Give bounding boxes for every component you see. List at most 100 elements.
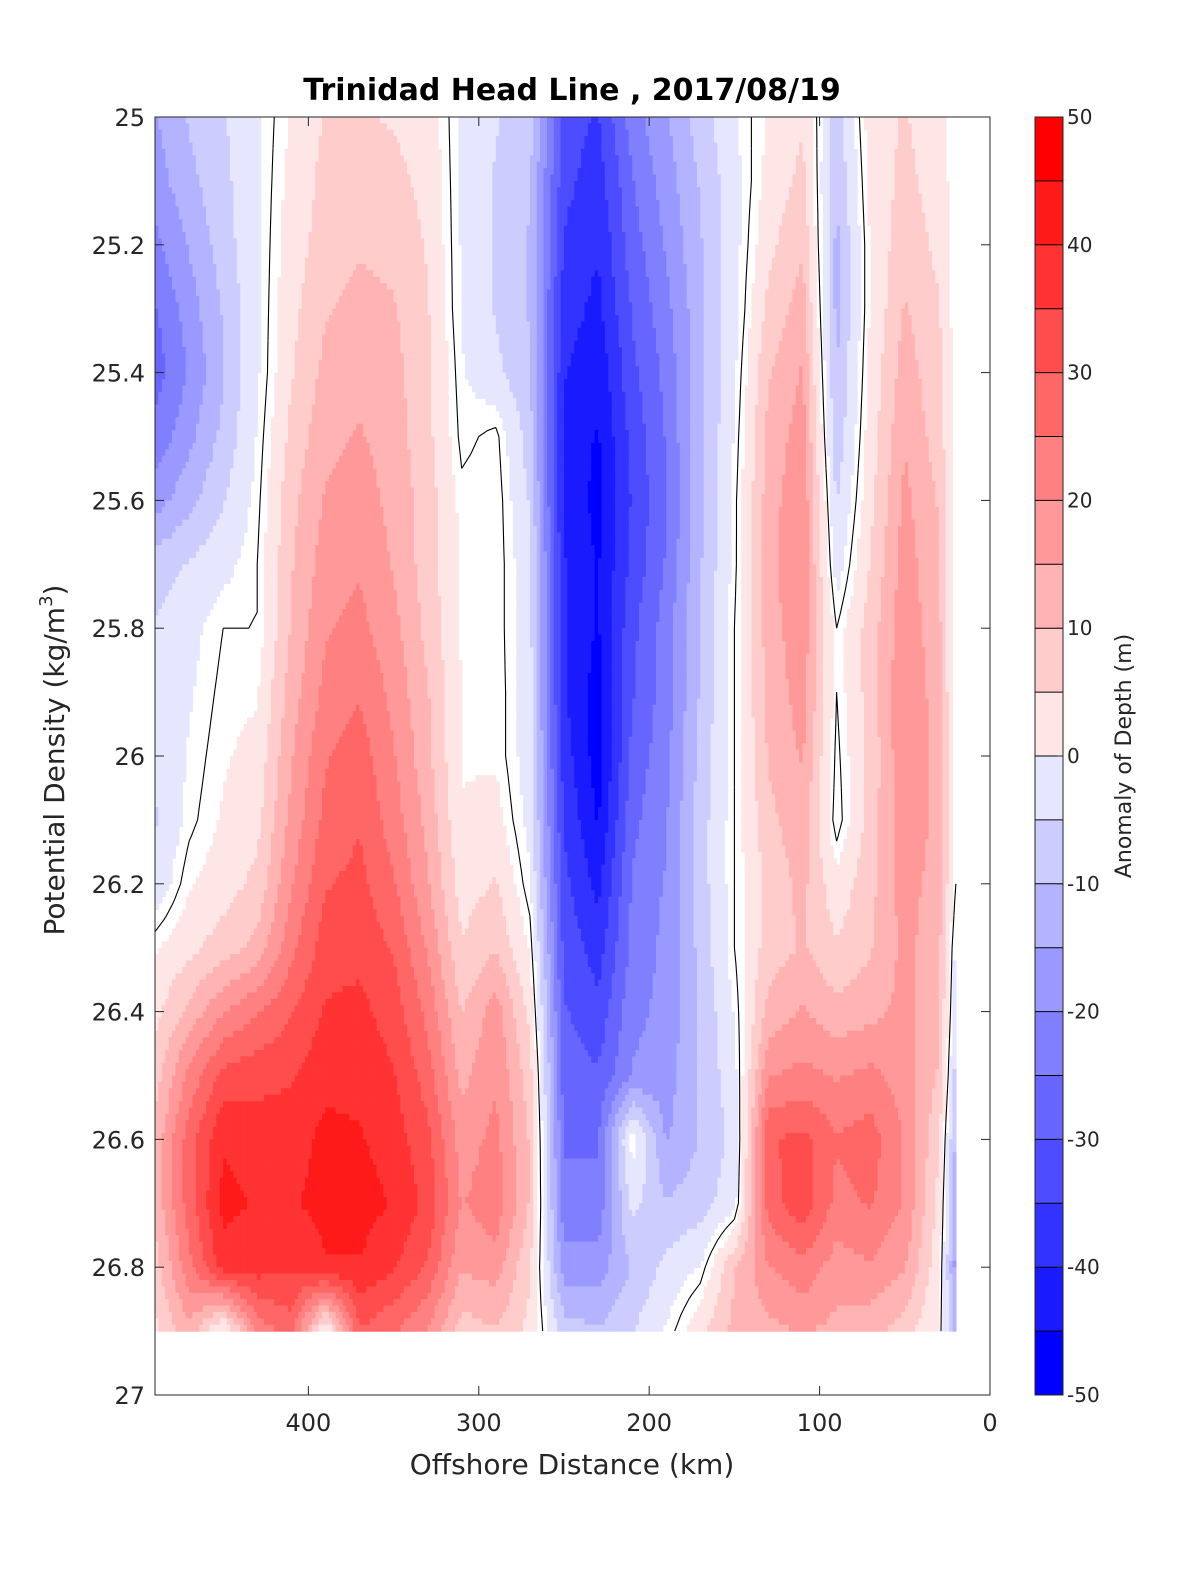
anomaly-cell bbox=[212, 225, 217, 233]
anomaly-cell bbox=[506, 206, 511, 214]
anomaly-cell bbox=[158, 136, 163, 144]
anomaly-cell bbox=[533, 212, 538, 220]
anomaly-cell bbox=[908, 200, 913, 208]
anomaly-cell bbox=[543, 155, 548, 163]
anomaly-cell bbox=[482, 212, 487, 220]
anomaly-cell bbox=[233, 117, 238, 124]
anomaly-cell bbox=[424, 251, 429, 259]
anomaly-cell bbox=[172, 148, 177, 156]
anomaly-cell bbox=[247, 193, 252, 201]
anomaly-cell bbox=[679, 200, 684, 208]
anomaly-cell bbox=[553, 263, 558, 271]
anomaly-cell bbox=[509, 161, 514, 169]
anomaly-cell bbox=[359, 117, 364, 124]
anomaly-cell bbox=[236, 148, 241, 156]
anomaly-cell bbox=[649, 180, 654, 188]
anomaly-cell bbox=[339, 225, 344, 233]
anomaly-cell bbox=[345, 193, 350, 201]
anomaly-cell bbox=[693, 193, 698, 201]
anomaly-cell bbox=[369, 244, 374, 252]
anomaly-cell bbox=[206, 155, 211, 163]
anomaly-cell bbox=[499, 200, 504, 208]
anomaly-cell bbox=[298, 168, 303, 176]
anomaly-cell bbox=[717, 200, 722, 208]
anomaly-cell bbox=[396, 168, 401, 176]
anomaly-cell bbox=[417, 148, 422, 156]
anomaly-cell bbox=[212, 174, 217, 182]
anomaly-cell bbox=[247, 212, 252, 220]
anomaly-cell bbox=[795, 174, 800, 182]
anomaly-cell bbox=[799, 232, 804, 240]
anomaly-cell bbox=[369, 238, 374, 246]
anomaly-cell bbox=[206, 123, 211, 131]
anomaly-cell bbox=[202, 244, 207, 252]
anomaly-cell bbox=[775, 200, 780, 208]
anomaly-cell bbox=[325, 193, 330, 201]
anomaly-cell bbox=[526, 238, 531, 246]
anomaly-cell bbox=[369, 219, 374, 227]
anomaly-cell bbox=[662, 142, 667, 150]
anomaly-cell bbox=[734, 142, 739, 150]
anomaly-cell bbox=[778, 174, 783, 182]
anomaly-cell bbox=[349, 193, 354, 201]
anomaly-cell bbox=[294, 180, 299, 188]
anomaly-cell bbox=[155, 251, 160, 259]
anomaly-cell bbox=[417, 129, 422, 137]
anomaly-cell bbox=[223, 123, 228, 131]
anomaly-cell bbox=[335, 193, 340, 201]
anomaly-cell bbox=[703, 174, 708, 182]
anomaly-cell bbox=[424, 225, 429, 233]
anomaly-cell bbox=[257, 168, 262, 176]
anomaly-cell bbox=[325, 206, 330, 214]
anomaly-cell bbox=[536, 136, 541, 144]
anomaly-cell bbox=[601, 212, 606, 220]
anomaly-cell bbox=[628, 206, 633, 214]
anomaly-cell bbox=[792, 206, 797, 214]
anomaly-cell bbox=[696, 232, 701, 240]
anomaly-cell bbox=[185, 142, 190, 150]
anomaly-cell bbox=[485, 136, 490, 144]
anomaly-cell bbox=[567, 136, 572, 144]
anomaly-cell bbox=[509, 117, 514, 124]
plot-area bbox=[155, 117, 990, 1395]
anomaly-cell bbox=[778, 142, 783, 150]
anomaly-cell bbox=[598, 142, 603, 150]
anomaly-cell bbox=[328, 142, 333, 150]
anomaly-cell bbox=[932, 136, 937, 144]
anomaly-cell bbox=[325, 136, 330, 144]
anomaly-cell bbox=[683, 187, 688, 195]
anomaly-cell bbox=[468, 225, 473, 233]
anomaly-cell bbox=[301, 148, 306, 156]
anomaly-cell bbox=[373, 212, 378, 220]
anomaly-cell bbox=[843, 238, 848, 246]
anomaly-cell bbox=[400, 123, 405, 131]
anomaly-cell bbox=[611, 142, 616, 150]
anomaly-cell bbox=[475, 155, 480, 163]
anomaly-cell bbox=[437, 174, 442, 182]
anomaly-cell bbox=[287, 161, 292, 169]
anomaly-cell bbox=[250, 257, 255, 265]
anomaly-cell bbox=[894, 174, 899, 182]
anomaly-cell bbox=[673, 206, 678, 214]
anomaly-cell bbox=[782, 200, 787, 208]
anomaly-cell bbox=[560, 225, 565, 233]
anomaly-cell bbox=[284, 219, 289, 227]
anomaly-cell bbox=[468, 117, 473, 124]
anomaly-cell bbox=[492, 123, 497, 131]
anomaly-cell bbox=[383, 123, 388, 131]
anomaly-cell bbox=[287, 123, 292, 131]
anomaly-cell bbox=[352, 117, 357, 124]
anomaly-cell bbox=[335, 117, 340, 124]
anomaly-cell bbox=[250, 206, 255, 214]
anomaly-cell bbox=[737, 180, 742, 188]
anomaly-cell bbox=[795, 225, 800, 233]
anomaly-cell bbox=[253, 219, 258, 227]
anomaly-cell bbox=[216, 263, 221, 271]
anomaly-cell bbox=[468, 123, 473, 131]
anomaly-cell bbox=[584, 257, 589, 265]
anomaly-cell bbox=[560, 148, 565, 156]
anomaly-cell bbox=[318, 232, 323, 240]
anomaly-cell bbox=[676, 200, 681, 208]
anomaly-cell bbox=[386, 219, 391, 227]
anomaly-cell bbox=[587, 212, 592, 220]
